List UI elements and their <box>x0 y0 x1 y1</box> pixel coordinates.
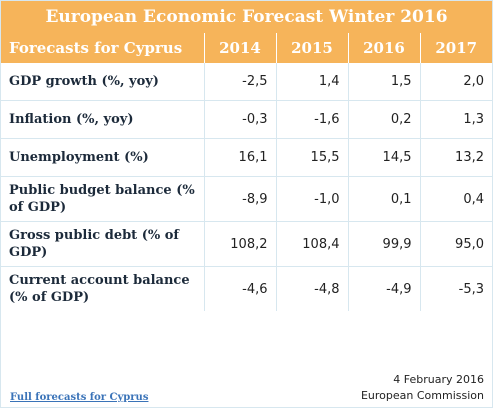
cell-value: 108,4 <box>275 221 348 267</box>
cell-value: 0,4 <box>419 176 492 222</box>
header-year-2016: 2016 <box>347 33 420 63</box>
cell-value: -4,6 <box>203 266 276 311</box>
cell-value: -2,5 <box>203 63 276 101</box>
cell-value: -1,6 <box>275 100 348 139</box>
table-row: Current account balance (% of GDP) -4,6 … <box>1 266 492 311</box>
cell-value: 2,0 <box>419 63 492 101</box>
row-label-gross-public-debt: Gross public debt (% of GDP) <box>1 221 204 267</box>
cell-value: -8,9 <box>203 176 276 222</box>
table-row: Unemployment (%) 16,1 15,5 14,5 13,2 <box>1 138 492 177</box>
header-year-2014: 2014 <box>203 33 276 63</box>
cell-value: -4,9 <box>347 266 420 311</box>
row-label-unemployment: Unemployment (%) <box>1 138 204 177</box>
table-row: GDP growth (%, yoy) -2,5 1,4 1,5 2,0 <box>1 63 492 101</box>
cell-value: -1,0 <box>275 176 348 222</box>
table-row: Gross public debt (% of GDP) 108,2 108,4… <box>1 221 492 267</box>
row-label-current-account-balance: Current account balance (% of GDP) <box>1 266 204 311</box>
table-row: Inflation (%, yoy) -0,3 -1,6 0,2 1,3 <box>1 100 492 139</box>
cell-value: 99,9 <box>347 221 420 267</box>
header-label: Forecasts for Cyprus <box>1 33 204 63</box>
table-row: Public budget balance (% of GDP) -8,9 -1… <box>1 176 492 222</box>
cell-value: 13,2 <box>419 138 492 177</box>
forecast-table: Forecasts for Cyprus 2014 2015 2016 2017… <box>1 33 492 311</box>
cell-value: -4,8 <box>275 266 348 311</box>
cell-value: -0,3 <box>203 100 276 139</box>
cell-value: 14,5 <box>347 138 420 177</box>
publication-source: European Commission <box>360 389 484 402</box>
row-label-public-budget-balance: Public budget balance (% of GDP) <box>1 176 204 222</box>
cell-value: 1,3 <box>419 100 492 139</box>
cell-value: 16,1 <box>203 138 276 177</box>
row-label-gdp-growth: GDP growth (%, yoy) <box>9 74 159 89</box>
cell-value: 108,2 <box>203 221 276 267</box>
header-year-2015: 2015 <box>275 33 348 63</box>
cell-value: 95,0 <box>419 221 492 267</box>
cell-value: -5,3 <box>419 266 492 311</box>
publication-date: 4 February 2016 <box>393 373 484 386</box>
full-forecasts-link[interactable]: Full forecasts for Cyprus <box>10 392 149 403</box>
widget-title: European Economic Forecast Winter 2016 <box>1 1 492 33</box>
row-label-inflation: Inflation (%, yoy) <box>1 100 204 139</box>
cell-value: 0,2 <box>347 100 420 139</box>
cell-value: 0,1 <box>347 176 420 222</box>
cell-value: 1,5 <box>347 63 420 101</box>
header-year-2017: 2017 <box>419 33 492 63</box>
cell-value: 1,4 <box>275 63 348 101</box>
cell-value: 15,5 <box>275 138 348 177</box>
header-row: Forecasts for Cyprus 2014 2015 2016 2017 <box>1 33 492 63</box>
